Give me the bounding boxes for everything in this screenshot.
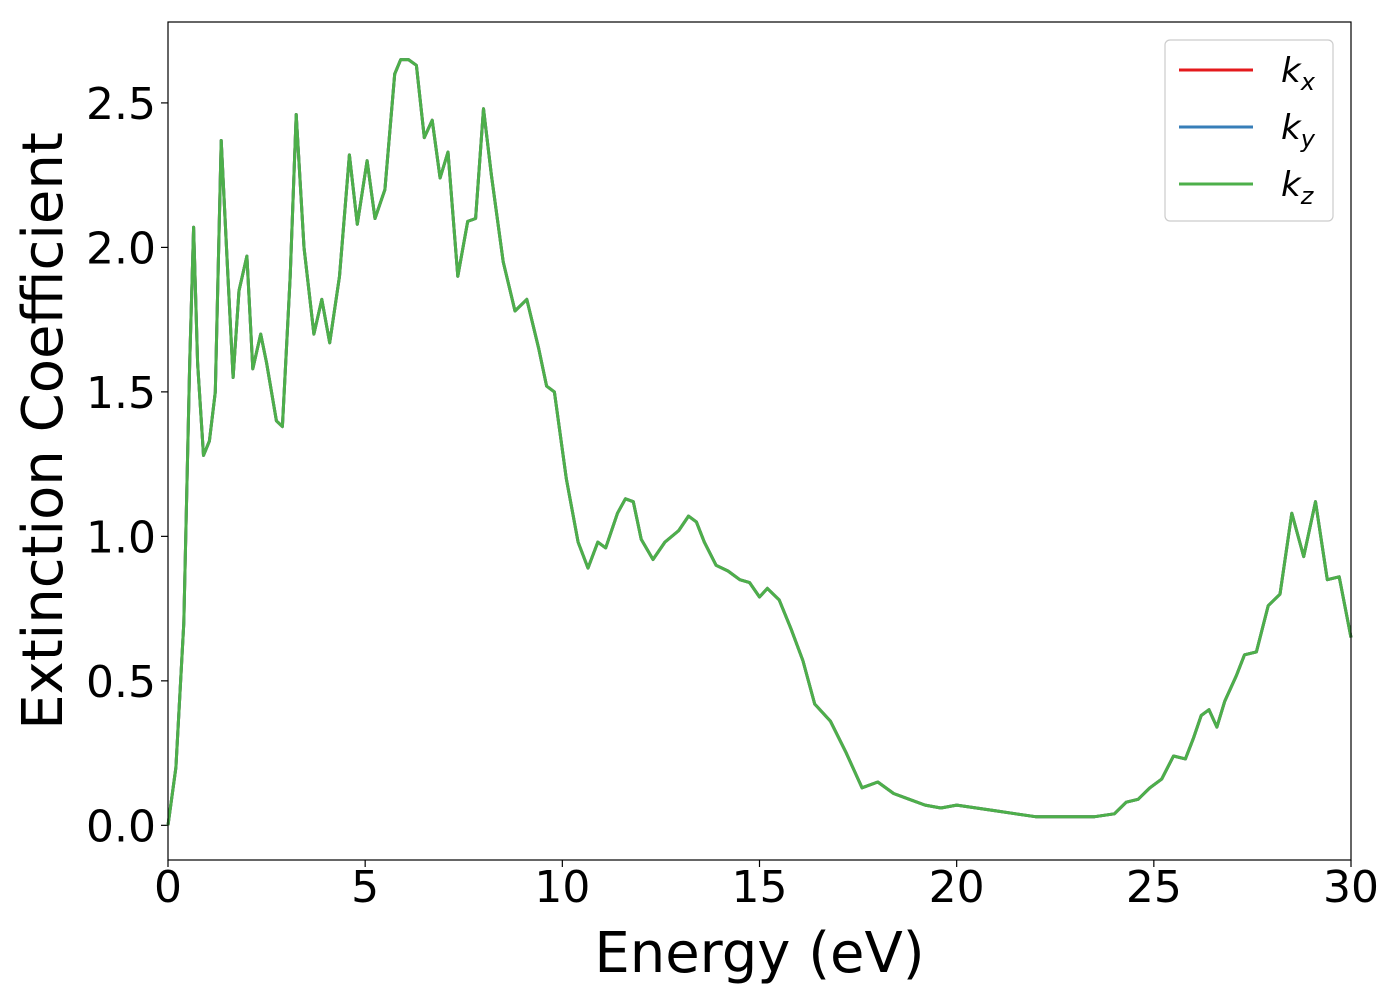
y-tick-label: 2.5	[86, 79, 156, 130]
y-axis-ticks: 0.0 0.5 1.0 1.5 2.0 2.5	[86, 79, 168, 852]
x-tick-label: 0	[154, 862, 182, 913]
legend-entry-label: kz	[1281, 165, 1315, 210]
plot-frame	[167, 21, 1352, 861]
y-tick-label: 0.5	[86, 657, 156, 708]
legend-entry-label: kx	[1281, 51, 1316, 96]
legend-box	[1164, 39, 1334, 222]
x-axis-ticks: 0 5 10 15 20 25 30	[154, 860, 1379, 913]
legend: kx ky kz	[1164, 39, 1334, 222]
x-tick-label: 5	[351, 862, 379, 913]
y-tick-label: 0.0	[86, 801, 156, 852]
x-axis-label: Energy (eV)	[594, 921, 924, 986]
x-tick-label: 30	[1323, 862, 1379, 913]
y-tick-label: 2.0	[86, 223, 156, 274]
series-line-kz	[166, 58, 1353, 826]
y-tick-label: 1.0	[86, 512, 156, 563]
legend-entry-label: ky	[1281, 108, 1316, 153]
x-tick-label: 10	[534, 862, 590, 913]
y-tick-label: 1.5	[86, 368, 156, 419]
x-tick-label: 15	[732, 862, 788, 913]
y-axis-label: Extinction Coefficient	[11, 132, 76, 730]
series-layer	[166, 58, 1353, 826]
x-tick-label: 20	[929, 862, 985, 913]
x-tick-label: 25	[1126, 862, 1182, 913]
